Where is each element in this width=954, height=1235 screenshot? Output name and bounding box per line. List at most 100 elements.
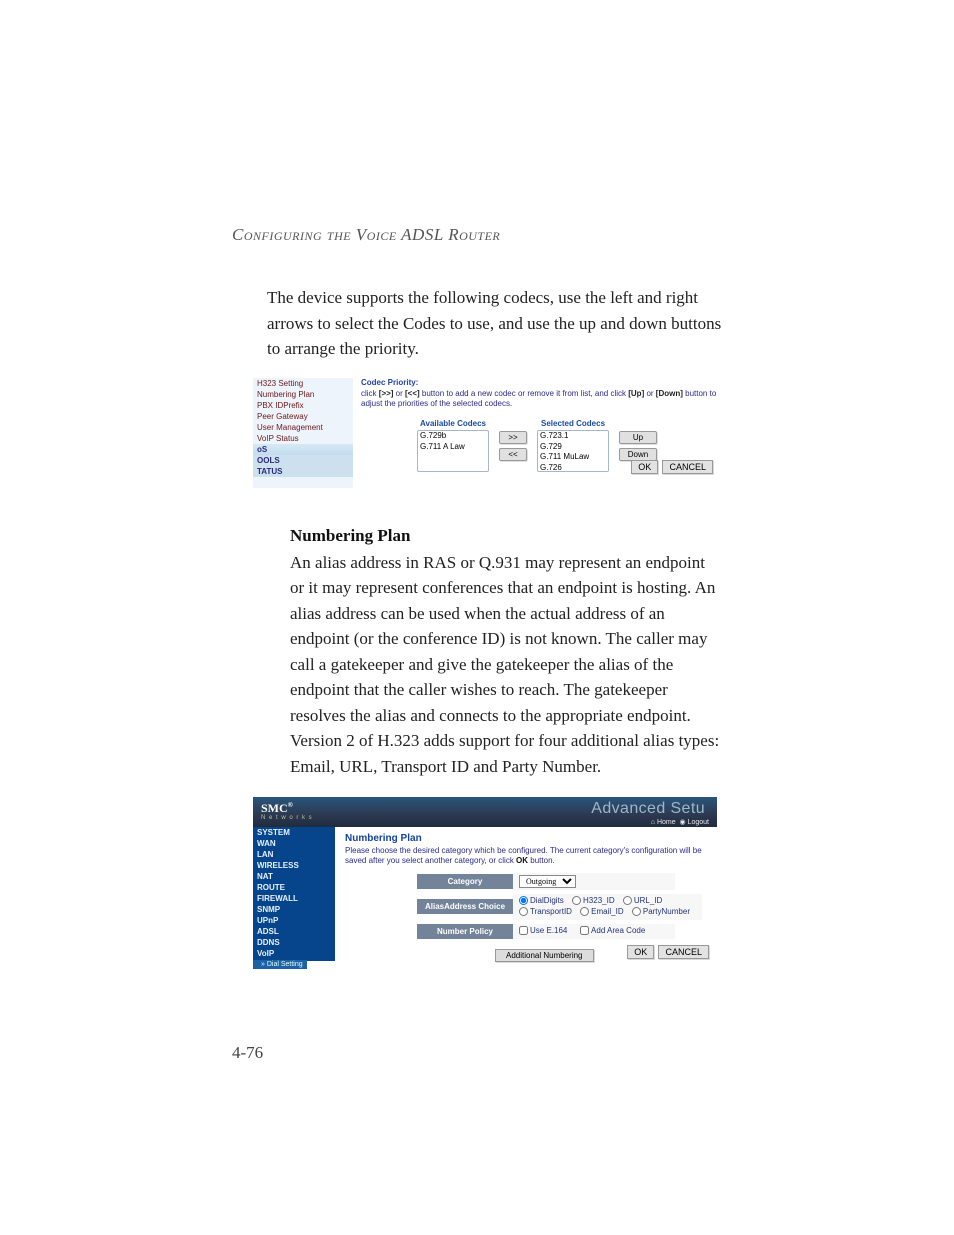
nav-item[interactable]: User Management [253,422,353,433]
nav2-item[interactable]: SNMP [253,904,335,915]
section-title: Numbering Plan [290,526,954,546]
radio-option[interactable]: Email_ID [580,907,623,916]
check-input[interactable] [580,926,589,935]
banner-links: ⌂ Home ◉ Logout [651,818,709,826]
nav2-item[interactable]: UPnP [253,915,335,926]
additional-numbering-button[interactable]: Additional Numbering [495,949,594,962]
category-label: Category [417,874,513,889]
hint-bold: [>>] [379,389,394,398]
move-right-button[interactable]: >> [499,431,527,444]
logout-icon: ◉ [680,819,686,826]
numberpolicy-value: Use E.164 Add Area Code [513,924,675,939]
cancel-button[interactable]: CANCEL [662,460,713,474]
nav-item[interactable]: PBX IDPrefix [253,400,353,411]
check-input[interactable] [519,926,528,935]
codec-content: Codec Priority: click [>>] or [<<] butto… [361,378,717,473]
nav-group[interactable]: OOLS [253,455,353,466]
banner-right-text: Advanced Setu [591,800,705,818]
paragraph-numbering-plan: An alias address in RAS or Q.931 may rep… [290,550,722,780]
selected-codecs-list[interactable]: G.723.1 G.729 G.711 MuLaw G.726 [537,430,609,472]
left-nav: SYSTEM WAN LAN WIRELESS NAT ROUTE FIREWA… [253,827,335,961]
home-link[interactable]: Home [657,819,676,826]
cancel-button[interactable]: CANCEL [658,945,709,959]
radio-input[interactable] [519,896,528,905]
available-label: Available Codecs [417,419,489,428]
paragraph-codec-intro: The device supports the following codecs… [267,285,722,362]
radio-label: URL_ID [634,896,662,905]
nav-group[interactable]: TATUS [253,466,353,477]
reorder-buttons: Up Down [619,419,657,461]
codec-option[interactable]: G.711 A Law [418,442,488,453]
nav2-item[interactable]: ROUTE [253,882,335,893]
hint-text: or [644,389,656,398]
numberpolicy-label: Number Policy [417,924,513,939]
nav2-item[interactable]: LAN [253,849,335,860]
nav2-item[interactable]: FIREWALL [253,893,335,904]
category-value: Outgoing [513,873,675,890]
running-head: Configuring the Voice ADSL Router [232,225,954,245]
np-title: Numbering Plan [345,833,711,844]
logout-link[interactable]: Logout [688,819,709,826]
radio-input[interactable] [580,907,589,916]
nav-item[interactable]: H323 Setting [253,378,353,389]
radio-label: DialDigits [530,896,564,905]
radio-input[interactable] [519,907,528,916]
check-label: Use E.164 [530,926,567,935]
move-left-button[interactable]: << [499,448,527,461]
radio-input[interactable] [572,896,581,905]
hint-bold: [<<] [405,389,420,398]
nav2-item[interactable]: SYSTEM [253,827,335,838]
codec-hint: click [>>] or [<<] button to add a new c… [361,389,717,410]
ok-cancel-row: OK CANCEL [629,460,713,474]
nav2-item[interactable]: WAN [253,838,335,849]
nav2-item[interactable]: ADSL [253,926,335,937]
nav2-item[interactable]: VoIP [253,948,335,959]
radio-option[interactable]: URL_ID [623,896,662,905]
nav2-item[interactable]: NAT [253,871,335,882]
nav-item[interactable]: VoIP Status [253,433,353,444]
screenshot-codec-priority: H323 Setting Numbering Plan PBX IDPrefix… [253,378,717,508]
check-option[interactable]: Add Area Code [580,926,645,935]
ok-button[interactable]: OK [631,460,658,474]
hint-bold: [Down] [656,389,683,398]
radio-option[interactable]: DialDigits [519,896,564,905]
nav-group[interactable]: oS [253,444,353,455]
codec-priority-title: Codec Priority: [361,378,717,389]
up-button[interactable]: Up [619,431,657,444]
nav2-subitem[interactable]: » Dial Setting [253,960,307,969]
hint-text: button to add a new codec or remove it f… [420,389,629,398]
available-col: Available Codecs G.729b G.711 A Law [417,419,489,472]
logo-text: SMC [261,801,288,815]
row-number-policy: Number Policy Use E.164 Add Area Code [417,924,711,939]
category-select[interactable]: Outgoing [519,875,576,888]
nav-item[interactable]: Peer Gateway [253,411,353,422]
nav-item[interactable]: Numbering Plan [253,389,353,400]
radio-option[interactable]: TransportID [519,907,572,916]
codec-option[interactable]: G.711 MuLaw [538,452,608,463]
logo: SMC® [261,801,293,816]
radio-option[interactable]: PartyNumber [632,907,690,916]
nav2-item[interactable]: WIRELESS [253,860,335,871]
np-main: Numbering Plan Please choose the desired… [345,833,711,961]
selected-label: Selected Codecs [537,419,609,428]
codec-option[interactable]: G.729b [418,431,488,442]
row-alias: AliasAddress Choice DialDigits H323_ID U… [417,894,711,920]
logo-subtext: N e t w o r k s [261,815,313,821]
codec-option[interactable]: G.726 [538,463,608,472]
radio-input[interactable] [632,907,641,916]
home-icon: ⌂ [651,819,655,826]
page-number: 4-76 [232,1043,263,1063]
available-codecs-list[interactable]: G.729b G.711 A Law [417,430,489,472]
nav2-item[interactable]: DDNS [253,937,335,948]
radio-label: H323_ID [583,896,615,905]
np-hint: Please choose the desired category which… [345,846,711,867]
ok-button[interactable]: OK [627,945,654,959]
radio-input[interactable] [623,896,632,905]
codec-option[interactable]: G.729 [538,442,608,453]
hint-bold: [Up] [628,389,644,398]
alias-value: DialDigits H323_ID URL_ID TransportID Em… [513,894,702,920]
np-hint-text2: button. [528,856,555,865]
check-option[interactable]: Use E.164 [519,926,567,935]
codec-option[interactable]: G.723.1 [538,431,608,442]
radio-option[interactable]: H323_ID [572,896,615,905]
